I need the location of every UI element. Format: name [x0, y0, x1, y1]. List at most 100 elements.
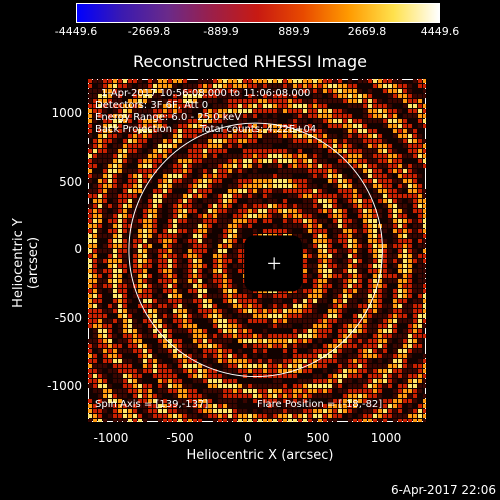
speckle [413, 109, 417, 113]
speckle [398, 414, 402, 418]
speckle [193, 284, 197, 288]
speckle [223, 224, 227, 228]
speckle [133, 419, 137, 422]
speckle [403, 294, 407, 298]
speckle [283, 369, 287, 373]
speckle [243, 179, 247, 183]
speckle [198, 224, 202, 228]
speckle [328, 199, 332, 203]
speckle [163, 369, 167, 373]
speckle [368, 259, 372, 263]
speckle [268, 229, 272, 233]
speckle [313, 109, 317, 113]
speckle [273, 159, 277, 163]
speckle [118, 104, 122, 108]
speckle [333, 184, 337, 188]
speckle [188, 119, 192, 123]
speckle [318, 104, 322, 108]
speckle [358, 184, 362, 188]
speckle [228, 154, 232, 158]
speckle [398, 369, 402, 373]
speckle [133, 149, 137, 153]
speckle [168, 339, 172, 343]
speckle [318, 134, 322, 138]
speckle [183, 94, 187, 98]
speckle [288, 159, 292, 163]
speckle [88, 259, 92, 263]
speckle [283, 389, 287, 393]
speckle [338, 229, 342, 233]
speckle [268, 419, 272, 422]
speckle [103, 359, 107, 363]
speckle [333, 94, 337, 98]
speckle [143, 99, 147, 103]
speckle [168, 314, 172, 318]
speckle [403, 179, 407, 183]
speckle [118, 99, 122, 103]
speckle [198, 234, 202, 238]
speckle [368, 244, 372, 248]
speckle [388, 384, 392, 388]
speckle [363, 224, 367, 228]
speckle [318, 149, 322, 153]
speckle [423, 354, 426, 358]
speckle [423, 324, 426, 328]
speckle [173, 314, 177, 318]
speckle [263, 344, 267, 348]
speckle [358, 94, 362, 98]
speckle [173, 104, 177, 108]
speckle [363, 419, 367, 422]
speckle [283, 414, 287, 418]
speckle [373, 249, 377, 253]
speckle [348, 114, 352, 118]
speckle [113, 109, 117, 113]
speckle [398, 174, 402, 178]
speckle [93, 359, 97, 363]
speckle [368, 284, 372, 288]
speckle [148, 324, 152, 328]
speckle [173, 249, 177, 253]
speckle [128, 219, 132, 223]
speckle [173, 404, 177, 408]
speckle [163, 249, 167, 253]
speckle [113, 189, 117, 193]
speckle [368, 394, 372, 398]
speckle [188, 229, 192, 233]
speckle [293, 389, 297, 393]
speckle [108, 414, 112, 418]
speckle [248, 154, 252, 158]
speckle [233, 154, 237, 158]
speckle [418, 319, 422, 323]
speckle [198, 409, 202, 413]
speckle [318, 224, 322, 228]
speckle [133, 309, 137, 313]
speckle [363, 169, 367, 173]
speckle [103, 199, 107, 203]
speckle [198, 94, 202, 98]
speckle [353, 189, 357, 193]
speckle [348, 229, 352, 233]
speckle [238, 259, 242, 263]
speckle [323, 119, 327, 123]
speckle [403, 89, 407, 93]
speckle [173, 179, 177, 183]
speckle [358, 124, 362, 128]
speckle [318, 234, 322, 238]
speckle [293, 334, 297, 338]
speckle [293, 314, 297, 318]
speckle [288, 419, 292, 422]
speckle [383, 89, 387, 93]
speckle [188, 94, 192, 98]
speckle [138, 149, 142, 153]
speckle [158, 214, 162, 218]
speckle [368, 114, 372, 118]
speckle [218, 419, 222, 422]
speckle [368, 349, 372, 353]
speckle [363, 124, 367, 128]
speckle [318, 239, 322, 243]
speckle [128, 79, 132, 83]
speckle [113, 184, 117, 188]
speckle [103, 409, 107, 413]
speckle [133, 139, 137, 143]
speckle [403, 289, 407, 293]
